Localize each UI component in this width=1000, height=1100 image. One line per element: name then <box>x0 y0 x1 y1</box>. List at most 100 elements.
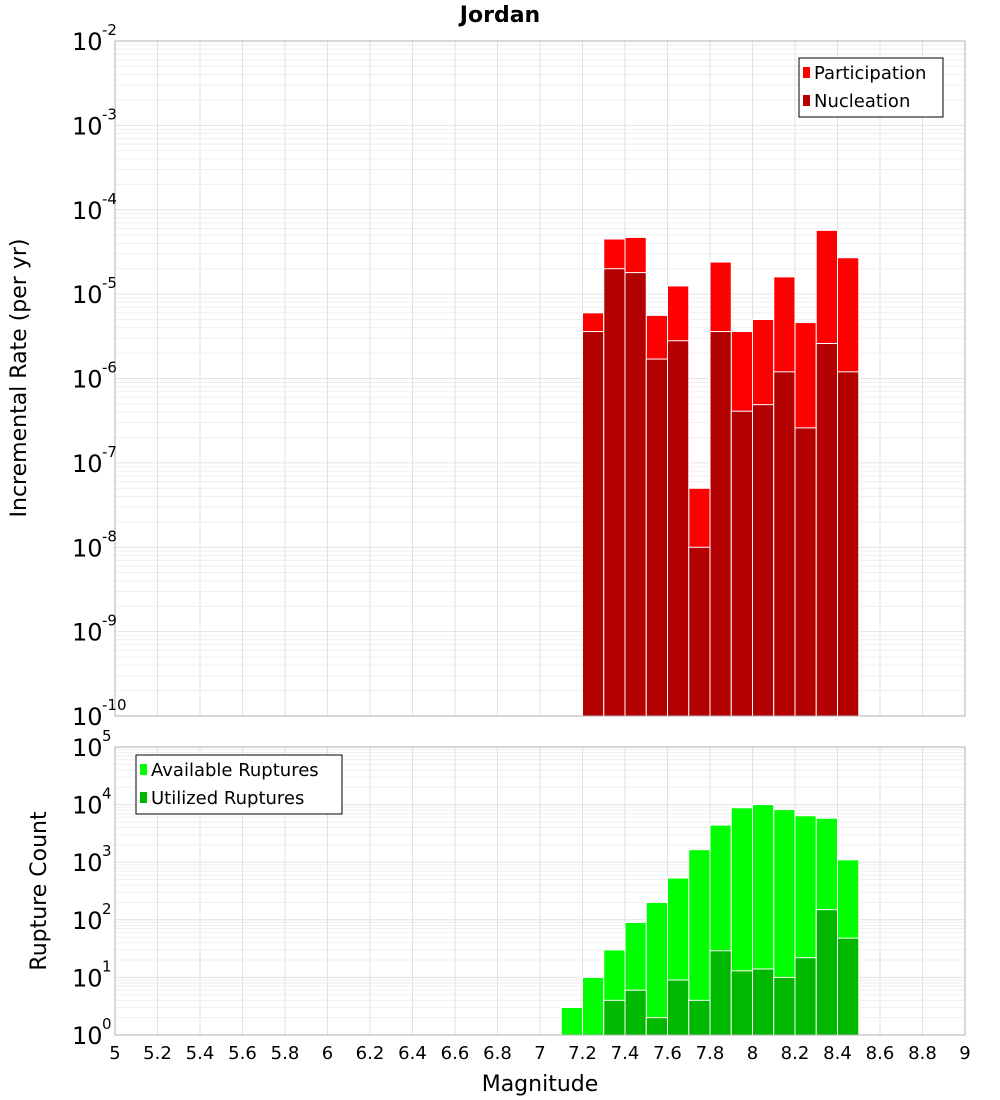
rate-y-tick-exponent: -3 <box>102 105 117 123</box>
count-y-tick-label: 10 <box>72 1022 103 1050</box>
count-y-tick-label: 10 <box>72 734 103 762</box>
rate-bar-nucleation <box>709 331 732 717</box>
legend-label-utilized: Utilized Ruptures <box>151 788 304 809</box>
x-tick-label: 6 <box>322 1043 333 1064</box>
count-bar-utilized-ruptures <box>603 999 626 1036</box>
count-bar-available-ruptures <box>582 976 605 1036</box>
x-tick-label: 9 <box>959 1043 970 1064</box>
x-tick-label: 5.6 <box>228 1043 257 1064</box>
rate-y-tick-exponent: -10 <box>102 696 127 714</box>
rate-bar-nucleation <box>603 268 626 717</box>
rate-y-tick-label: 10 <box>72 281 103 309</box>
rate-bar-nucleation <box>624 272 647 717</box>
count-bar-utilized-ruptures <box>837 937 860 1036</box>
rate-bar-nucleation <box>688 546 711 717</box>
x-tick-label: 8 <box>747 1043 758 1064</box>
x-tick-label: 5.2 <box>143 1043 172 1064</box>
rate-bar-nucleation <box>730 410 753 717</box>
rate-legend-box <box>798 57 944 118</box>
rate-bar-nucleation <box>837 371 860 717</box>
count-y-tick-label: 10 <box>72 849 103 877</box>
x-tick-label: 6.2 <box>356 1043 385 1064</box>
rate-bar-nucleation <box>773 371 796 717</box>
count-y-tick-exponent: 1 <box>102 957 112 975</box>
x-tick-label: 5.8 <box>271 1043 300 1064</box>
count-bar-utilized-ruptures <box>688 999 711 1036</box>
x-tick-label: 7.2 <box>568 1043 597 1064</box>
count-bar-utilized-ruptures <box>773 976 796 1036</box>
rate-y-tick-label: 10 <box>72 112 103 140</box>
legend-label-nucleation: Nucleation <box>814 91 910 112</box>
x-tick-label: 5 <box>109 1043 120 1064</box>
rate-y-tick-label: 10 <box>72 366 103 394</box>
rate-y-tick-label: 10 <box>72 197 103 225</box>
rate-y-tick-label: 10 <box>72 28 103 56</box>
legend-swatch-nucleation <box>803 95 810 106</box>
count-y-tick-label: 10 <box>72 907 103 935</box>
count-y-tick-exponent: 2 <box>102 900 112 918</box>
rate-y-tick-exponent: -9 <box>102 612 117 630</box>
x-tick-label: 8.8 <box>908 1043 937 1064</box>
count-bar-utilized-ruptures <box>709 950 732 1036</box>
rate-bar-nucleation <box>667 340 690 717</box>
x-tick-label: 6.4 <box>398 1043 427 1064</box>
rate-y-tick-exponent: -5 <box>102 274 117 292</box>
rate-bar-nucleation <box>794 427 817 717</box>
count-y-tick-exponent: 5 <box>102 727 112 745</box>
count-y-axis-label: Rupture Count <box>27 811 52 971</box>
count-bar-utilized-ruptures <box>667 979 690 1036</box>
count-bars <box>560 804 860 1036</box>
count-bar-utilized-ruptures <box>794 957 817 1036</box>
count-y-tick-exponent: 0 <box>102 1015 112 1033</box>
rate-y-tick-exponent: -8 <box>102 527 117 545</box>
chart-title: Jordan <box>458 3 540 28</box>
rate-y-tick-label: 10 <box>72 450 103 478</box>
legend-label-participation: Participation <box>814 63 926 84</box>
count-bar-available-ruptures <box>560 1007 583 1036</box>
x-tick-label: 5.4 <box>186 1043 215 1064</box>
count-y-tick-label: 10 <box>72 792 103 820</box>
count-bar-utilized-ruptures <box>815 909 838 1036</box>
count-bar-available-ruptures <box>645 901 668 1036</box>
x-tick-label: 8.4 <box>823 1043 852 1064</box>
rate-y-tick-exponent: -7 <box>102 443 117 461</box>
count-bar-utilized-ruptures <box>624 989 647 1036</box>
rate-y-tick-label: 10 <box>72 703 103 731</box>
x-axis-label: Magnitude <box>482 1072 599 1097</box>
rate-bar-nucleation <box>645 358 668 717</box>
count-bar-utilized-ruptures <box>730 970 753 1036</box>
rate-bar-nucleation <box>582 331 605 717</box>
rate-bar-nucleation <box>752 404 775 717</box>
count-plot-border <box>114 746 966 1036</box>
count-y-tick-label: 10 <box>72 964 103 992</box>
rate-y-tick-exponent: -4 <box>102 190 117 208</box>
x-tick-label: 8.6 <box>866 1043 895 1064</box>
rate-bar-nucleation <box>815 342 838 717</box>
count-bar-utilized-ruptures <box>752 968 775 1036</box>
rate-bars <box>582 229 860 717</box>
x-tick-label: 7 <box>534 1043 545 1064</box>
x-tick-label: 6.8 <box>483 1043 512 1064</box>
legend-swatch-utilized <box>140 792 147 803</box>
count-y-tick-exponent: 3 <box>102 842 112 860</box>
x-tick-label: 7.8 <box>696 1043 725 1064</box>
legend-swatch-available <box>140 764 147 775</box>
count-bar-utilized-ruptures <box>645 1017 668 1036</box>
count-legend: Available Ruptures Utilized Ruptures <box>135 754 343 815</box>
legend-label-available: Available Ruptures <box>151 760 319 781</box>
x-tick-label: 7.4 <box>611 1043 640 1064</box>
rate-legend: Participation Nucleation <box>798 57 944 118</box>
rate-y-tick-label: 10 <box>72 534 103 562</box>
count-y-tick-exponent: 4 <box>102 785 112 803</box>
x-tick-label: 8.2 <box>781 1043 810 1064</box>
count-legend-box <box>135 754 343 815</box>
rate-y-tick-exponent: -2 <box>102 21 117 39</box>
rate-y-tick-exponent: -6 <box>102 359 117 377</box>
rate-y-tick-label: 10 <box>72 619 103 647</box>
rate-plot-border <box>114 40 966 717</box>
x-tick-label: 7.6 <box>653 1043 682 1064</box>
